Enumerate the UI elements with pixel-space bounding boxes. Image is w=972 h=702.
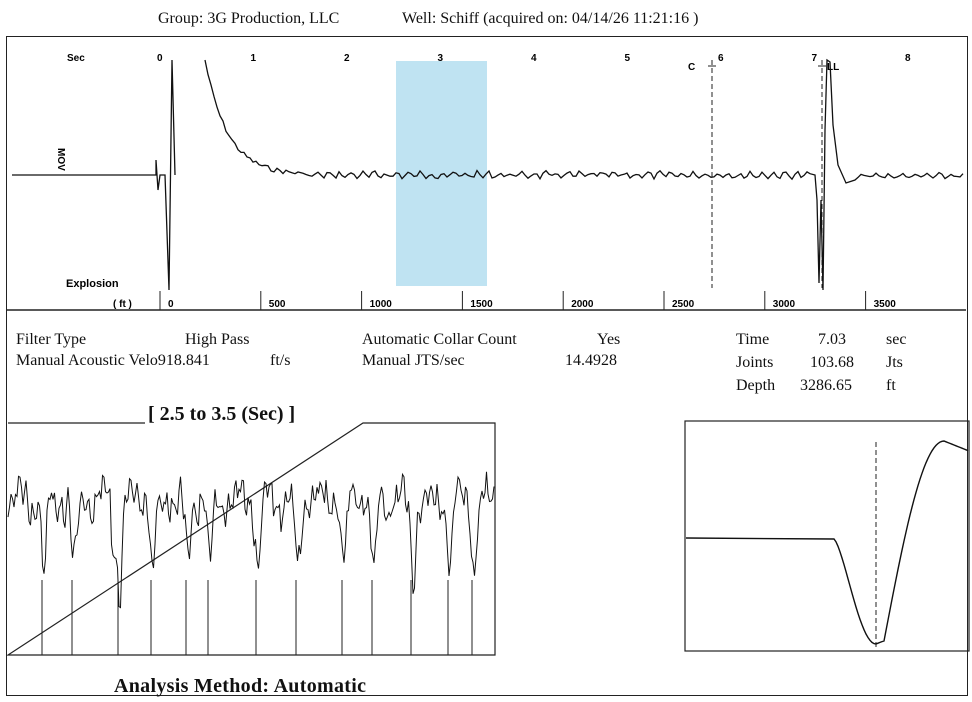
time-tick-4: 4: [531, 53, 537, 64]
depth-value: 3286.65: [800, 377, 852, 394]
depth-axis-label: ( ft ): [113, 299, 132, 310]
depth-tick-3000: 3000: [773, 299, 796, 310]
collar-marker-label: C: [688, 62, 695, 73]
group-value: 3G Production, LLC: [207, 10, 340, 27]
depth-tick-3500: 3500: [874, 299, 897, 310]
header-well: Well: Schiff (acquired on: 04/14/26 11:2…: [402, 10, 698, 28]
jts-value: 14.4928: [565, 352, 617, 369]
time-tick-8: 8: [905, 53, 911, 64]
detail-chart-box: [684, 420, 970, 652]
analysis-method: Analysis Method: Automatic: [114, 675, 367, 697]
velocity-label: Manual Acoustic Velo: [16, 352, 158, 369]
explosion-label: Explosion: [66, 278, 119, 290]
depth-label: Depth: [736, 377, 776, 394]
zoom-chart-title: [ 2.5 to 3.5 (Sec) ]: [148, 403, 296, 425]
time-tick-1: 1: [251, 53, 257, 64]
depth-tick-1000: 1000: [370, 299, 393, 310]
zoom-chart-box: [5, 422, 496, 656]
depth-axis: 0 500 1000 1500 2000 2500 3000 3500: [159, 291, 897, 310]
time-axis: 0 1 2 3 4 5 6 7 8: [157, 53, 911, 64]
well-value: Schiff: [440, 10, 480, 27]
group-label: Group:: [158, 10, 204, 27]
time-axis-label: Sec: [67, 53, 85, 64]
depth-tick-2000: 2000: [571, 299, 594, 310]
filter-type-value: High Pass: [185, 331, 250, 348]
zoom-trace-line: [7, 471, 495, 609]
joints-label: Joints: [736, 354, 774, 371]
time-tick-5: 5: [625, 53, 631, 64]
time-unit: sec: [886, 331, 907, 348]
detail-chart: [684, 420, 970, 652]
well-label: Well:: [402, 10, 437, 27]
y-axis-label: MOV: [55, 148, 66, 171]
collar-count-value: Yes: [597, 331, 621, 348]
time-tick-6: 6: [718, 53, 724, 64]
velocity-unit: ft/s: [270, 352, 291, 369]
detail-trace-line: [685, 440, 969, 645]
time-label: Time: [736, 331, 770, 348]
time-tick-2: 2: [344, 53, 350, 64]
time-tick-7: 7: [812, 53, 818, 64]
acquired-date: (acquired on: 04/14/26 11:21:16 ): [483, 10, 699, 27]
time-tick-0: 0: [157, 53, 163, 64]
zoom-chart: [5, 422, 496, 656]
main-trace-line: [12, 58, 964, 291]
depth-tick-0: 0: [168, 299, 174, 310]
ll-marker-label: LL: [827, 62, 839, 73]
filter-type-label: Filter Type: [16, 331, 87, 348]
collar-lines: [41, 580, 473, 655]
header-group: Group: 3G Production, LLC: [158, 10, 339, 28]
time-tick-3: 3: [438, 53, 444, 64]
jts-label: Manual JTS/sec: [362, 352, 465, 369]
main-chart: 0 1 2 3 4 5 6 7 8 0 500 1000 1500 2000 2500 3000 3500 S…: [6, 53, 966, 311]
report-frame: [6, 36, 968, 696]
time-value: 7.03: [818, 331, 846, 348]
velocity-value: 918.841: [157, 352, 210, 369]
joints-value: 103.68: [810, 354, 854, 371]
depth-tick-2500: 2500: [672, 299, 695, 310]
depth-tick-1500: 1500: [470, 299, 493, 310]
joints-unit: Jts: [886, 354, 903, 371]
depth-unit: ft: [886, 377, 896, 394]
velocity-row: Manual Acoustic Velo918.841: [16, 352, 210, 370]
collar-count-label: Automatic Collar Count: [362, 331, 517, 348]
depth-tick-500: 500: [269, 299, 286, 310]
